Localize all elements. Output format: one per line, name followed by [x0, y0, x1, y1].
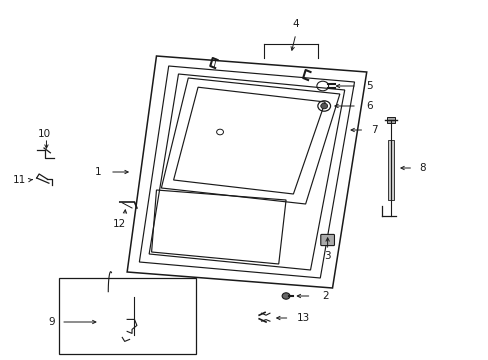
Text: 5: 5: [365, 81, 372, 91]
Text: 3: 3: [324, 251, 330, 261]
Circle shape: [320, 103, 327, 109]
Bar: [386, 117, 394, 123]
Text: 8: 8: [419, 163, 426, 173]
Text: 1: 1: [94, 167, 101, 177]
Circle shape: [282, 293, 289, 299]
Bar: [59, 278, 195, 354]
Text: 6: 6: [365, 101, 372, 111]
Text: 13: 13: [296, 313, 309, 323]
Text: 7: 7: [370, 125, 377, 135]
FancyBboxPatch shape: [320, 234, 334, 246]
Text: 4: 4: [292, 19, 299, 29]
Bar: [387, 140, 393, 200]
Text: 12: 12: [113, 219, 126, 229]
Text: 9: 9: [48, 317, 55, 327]
Text: 10: 10: [38, 129, 50, 139]
Text: 11: 11: [13, 175, 26, 185]
Text: 2: 2: [321, 291, 328, 301]
